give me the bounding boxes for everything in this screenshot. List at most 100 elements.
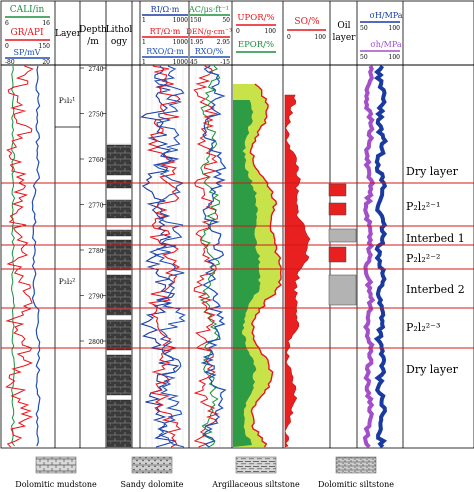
layer-column: P₃l₂¹ P₃l₂² [55,96,80,286]
ac-min: 150 [190,17,202,24]
sh-max-max: 100 [389,25,401,32]
rxo2-label: RXO/% [195,47,224,56]
lithology-block [106,274,132,316]
lithology-block [106,354,132,396]
rt-label: RT/Ω·m [150,27,181,36]
oil-layer-markers [328,183,357,306]
lithology-block [106,319,132,351]
cali-label: CALI/in [10,5,45,15]
gr-label: GR/API [10,28,44,38]
oil-marker-2 [328,202,347,216]
upor-curve [249,83,282,448]
interbed-marker-1 [328,228,357,243]
legend-swatch-dolomitic-siltstone [335,456,377,474]
upor-max: 100 [265,28,277,35]
den-label: DEN/g·cm⁻³ [186,27,232,36]
so-label: SO/% [294,17,320,27]
depth-tick-label: 2780 [88,248,103,255]
zone-label-dry-upper: Dry layer [406,165,459,178]
depth-tick-label: 2800 [88,339,103,346]
oil-header-1: Oil [337,21,350,31]
cali-max: 16 [42,20,50,27]
header-acoustic-density: AC/μs·ft⁻¹ 150 50 DEN/g·cm⁻³ 1.95 2.95 R… [186,5,232,66]
header-row: CALI/in 6 16 GR/API 0 150 SP/mV -80 20 L… [0,0,474,66]
header-stress: σH/MPa 50 100 σh/MPa 50 100 [360,11,403,61]
lithology-block [106,179,132,189]
zone-label-interbed-1: Interbed 1 [406,232,465,245]
ri-max: 1000 [173,17,188,24]
sp-label: SP/mV [14,48,41,57]
layer-label-lower: P₃l₂² [59,277,75,286]
header-porosity: UPOR/% 0 100 EPOR/% [236,13,277,53]
oil-header-2: layer [333,33,357,43]
lithology-column [106,65,132,448]
rxo-label: RXO/Ω·m [146,47,184,56]
rxo-curve [152,65,186,448]
litho-header-1: Lithol [106,25,133,35]
zone-label-p2l2-22: P₂l₂²⁻² [406,252,440,265]
legend-swatch-argillaceous-siltstone [235,456,277,474]
ac-max: 50 [222,17,230,24]
log-curves [5,64,389,449]
lithology-block [106,229,132,237]
lithology-block [106,399,132,448]
zone-label-p2l2-21: P₂l₂²⁻¹ [406,200,440,213]
depth-tick-label: 2750 [88,112,103,119]
sh-max-curve [373,64,389,449]
interbed-marker-2 [328,274,357,306]
rt-max: 1000 [173,39,188,46]
gr-curve [5,65,34,448]
zone-label-dry-lower: Dry layer [406,363,459,376]
rxo-max: 1000 [173,59,188,66]
sh-min-min: 50 [360,54,368,61]
header-resistivity: RI/Ω·m 1 1000 RT/Ω·m 1 1000 RXO/Ω·m 1 10… [142,5,188,66]
header-cali-gr-sp: CALI/in 6 16 GR/API 0 150 SP/mV -80 20 [5,5,50,66]
sh-min-max: 100 [389,54,401,61]
gr-min: 0 [5,43,9,50]
den-min: 1.95 [190,39,204,46]
ri-label: RI/Ω·m [151,5,180,14]
depth-header-1: Depth [79,25,107,35]
ac-label: AC/μs·ft⁻¹ [188,5,229,14]
oil-marker-1 [328,183,347,197]
upor-min: 0 [236,28,240,35]
lithology-block [106,144,132,176]
layer-header: Layer [55,29,82,39]
rt-min: 1 [142,39,146,46]
lithology-block [106,65,132,145]
legend-label-sandy-dolomite: Sandy dolomite [121,480,184,489]
den-max: 2.95 [217,39,231,46]
cali-curve [10,65,16,447]
upor-label: UPOR/% [237,13,274,23]
so-fill [284,94,311,448]
den-curve [193,65,220,448]
cali-min: 6 [5,20,9,27]
rxo2-min: 45 [190,59,198,66]
track-frame [0,1,474,449]
gr-max: 150 [39,43,51,50]
sp-curve [31,65,41,447]
layer-label-upper: P₃l₂¹ [59,96,75,105]
zone-label-interbed-2: Interbed 2 [406,283,465,296]
sp-max: 20 [42,59,50,66]
legend-label-argillaceous-siltstone: Argillaceous siltstone [211,480,300,489]
rxo-min: 1 [142,59,146,66]
sh-max-min: 50 [360,25,368,32]
header-saturation: SO/% 0 100 [287,17,326,41]
lithology-block [106,199,132,219]
depth-tick-label: 2770 [88,203,103,210]
legend-label-dolomitic-siltstone: Dolomitic siltstone [318,480,394,489]
depth-tick-label: 2740 [88,66,103,73]
depth-axis: 2740 2750 2760 2770 2780 2790 2800 [80,66,106,346]
sp-min: -80 [5,59,15,66]
legend-label-dolomitic-mudstone: Dolomitic mudstone [15,480,97,489]
legend-swatch-dolomitic-mudstone [35,456,77,474]
ri-min: 1 [142,17,146,24]
sh-max-label: σH/MPa [369,11,402,20]
ri-curve [139,65,180,448]
depth-header-2: /m [87,37,99,47]
ac-curve [199,65,221,448]
lithology-legend: Dolomitic mudstone Sandy dolomite Argill… [15,456,394,489]
zone-boundaries [1,182,474,349]
